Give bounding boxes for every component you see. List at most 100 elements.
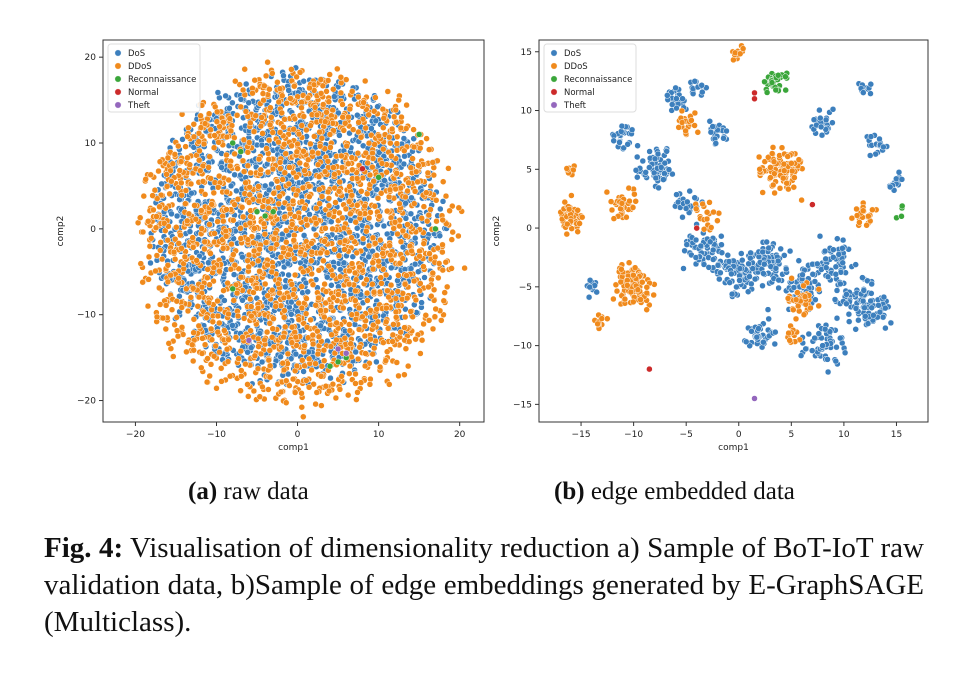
- point-ddos: [417, 280, 424, 287]
- point-reconnaissance: [334, 358, 342, 366]
- point-ddos: [382, 357, 390, 364]
- point-ddos: [283, 100, 290, 107]
- point-ddos: [190, 121, 198, 128]
- point-ddos: [171, 255, 179, 263]
- point-ddos: [403, 101, 410, 109]
- point-ddos: [279, 176, 286, 183]
- point-ddos: [335, 188, 343, 195]
- point-dos: [802, 345, 809, 353]
- point-ddos: [331, 246, 338, 253]
- point-ddos: [245, 251, 253, 259]
- point-dos: [336, 132, 343, 139]
- point-ddos: [309, 340, 317, 348]
- point-dos: [751, 275, 759, 283]
- point-dos: [188, 189, 195, 197]
- point-ddos: [260, 96, 267, 104]
- point-ddos: [245, 139, 253, 146]
- point-ddos: [190, 133, 198, 141]
- point-ddos: [367, 307, 374, 314]
- point-ddos: [242, 360, 249, 368]
- point-ddos: [445, 165, 452, 172]
- point-dos: [258, 358, 266, 366]
- x-tick-label: 10: [373, 430, 385, 440]
- point-dos: [841, 349, 849, 357]
- point-ddos: [272, 303, 279, 310]
- point-dos: [411, 234, 419, 242]
- point-ddos: [326, 131, 334, 138]
- point-ddos: [206, 372, 213, 380]
- point-ddos: [224, 358, 232, 365]
- point-ddos: [220, 118, 227, 126]
- point-dos: [632, 167, 640, 174]
- point-ddos: [304, 94, 312, 102]
- point-ddos: [369, 234, 377, 242]
- point-ddos: [276, 85, 284, 92]
- point-dos: [421, 274, 428, 281]
- point-ddos: [282, 399, 290, 406]
- legend-marker-ddos: [114, 62, 122, 70]
- point-dos: [867, 297, 874, 305]
- point-ddos: [277, 253, 285, 261]
- point-ddos: [276, 159, 284, 166]
- point-ddos: [162, 302, 170, 309]
- point-dos: [812, 296, 819, 303]
- point-ddos: [369, 259, 377, 266]
- x-tick-label: 20: [454, 430, 466, 440]
- point-ddos: [207, 250, 214, 257]
- point-dos: [763, 238, 770, 246]
- point-ddos: [410, 277, 418, 285]
- point-ddos: [203, 314, 210, 321]
- point-ddos: [184, 154, 191, 162]
- point-ddos: [237, 273, 245, 281]
- point-ddos: [289, 375, 297, 383]
- point-ddos: [397, 238, 405, 245]
- point-dos: [646, 148, 653, 155]
- point-ddos: [157, 247, 164, 254]
- point-dos: [882, 324, 889, 332]
- y-tick-label: 0: [90, 225, 96, 235]
- point-ddos: [218, 378, 225, 385]
- point-ddos: [246, 295, 254, 303]
- point-ddos: [423, 217, 431, 225]
- point-ddos: [260, 220, 268, 228]
- point-ddos: [311, 104, 319, 111]
- point-dos: [399, 243, 407, 251]
- point-ddos: [305, 183, 313, 190]
- point-dos: [692, 254, 700, 261]
- point-ddos: [349, 126, 357, 133]
- point-ddos: [285, 251, 292, 259]
- point-ddos: [230, 217, 237, 224]
- point-ddos: [156, 158, 164, 165]
- point-ddos: [254, 304, 262, 312]
- point-dos: [839, 259, 846, 267]
- point-ddos: [175, 142, 182, 150]
- point-ddos: [278, 109, 286, 117]
- point-ddos: [425, 146, 433, 153]
- point-ddos: [455, 232, 462, 240]
- point-ddos: [247, 277, 255, 284]
- point-dos: [824, 368, 832, 376]
- point-ddos: [156, 301, 164, 308]
- point-ddos: [279, 359, 287, 367]
- y-tick-label: −20: [77, 397, 96, 407]
- point-dos: [861, 304, 868, 312]
- point-dos: [845, 318, 853, 325]
- point-ddos: [298, 104, 305, 112]
- point-ddos: [234, 165, 241, 172]
- point-dos: [882, 304, 889, 312]
- point-ddos: [346, 183, 353, 190]
- point-ddos: [144, 302, 152, 310]
- point-dos: [739, 256, 746, 264]
- point-dos: [765, 244, 772, 252]
- point-ddos: [362, 124, 369, 132]
- point-dos: [833, 314, 841, 322]
- point-ddos: [439, 241, 446, 249]
- point-ddos: [259, 90, 267, 97]
- point-dos: [285, 87, 292, 94]
- point-ddos: [314, 149, 322, 157]
- point-ddos: [345, 160, 352, 167]
- point-ddos: [371, 240, 379, 247]
- legend-marker-dos: [114, 49, 122, 57]
- point-ddos: [375, 257, 382, 265]
- point-ddos: [442, 258, 450, 266]
